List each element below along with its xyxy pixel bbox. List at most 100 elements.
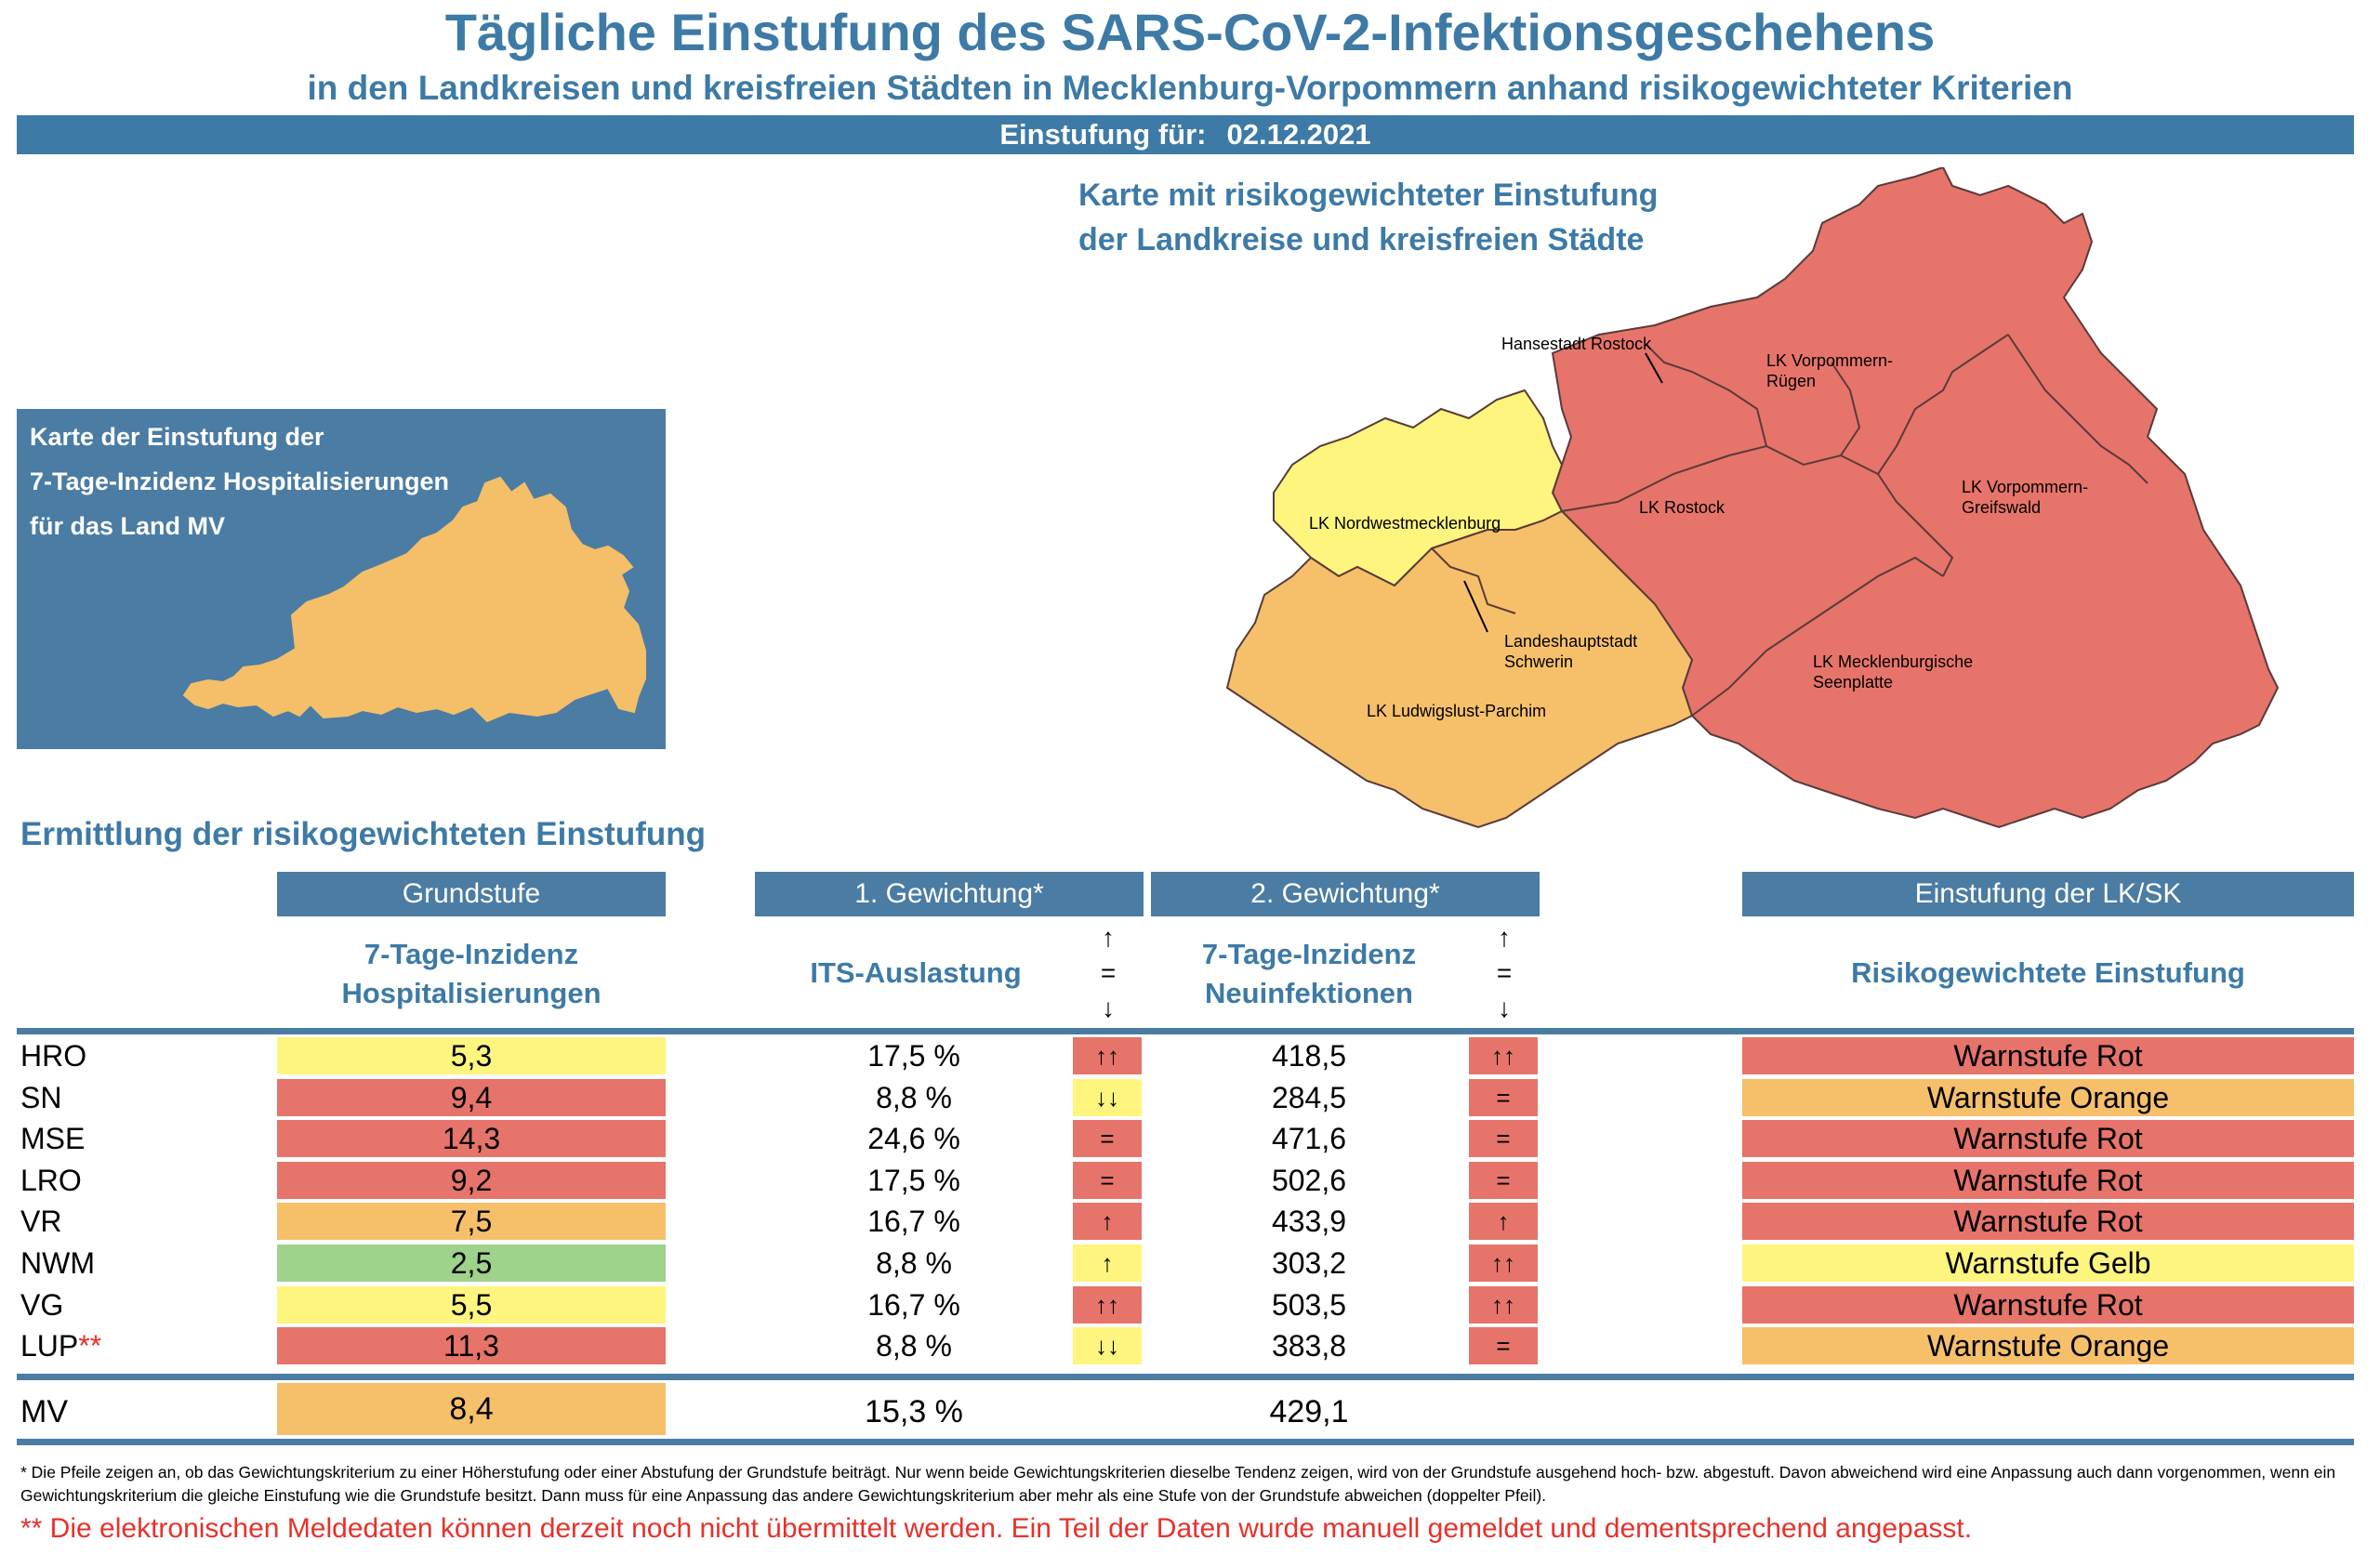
hosp-value-cell: 11,3 xyxy=(277,1327,666,1364)
data-notice: ** Die elektronischen Meldedaten können … xyxy=(20,1513,1973,1544)
hospitalization-map-caption: Karte der Einstufung der 7-Tage-Inzidenz… xyxy=(30,415,449,548)
hosp-value-cell: 2,5 xyxy=(277,1245,666,1282)
label-vg-1: LK Vorpommern- xyxy=(1962,478,2088,496)
its-value: 8,8 % xyxy=(876,1081,952,1114)
subheader-risk: Risikogewichtete Einstufung xyxy=(1851,956,2245,989)
footnote: * Die Pfeile zeigen an, ob das Gewichtun… xyxy=(20,1463,2336,1505)
row-label: SN xyxy=(20,1081,61,1115)
inz-value: 418,5 xyxy=(1271,1039,1347,1073)
date-bar: Einstufung für: 02.12.2021 xyxy=(17,115,2354,154)
label-sn-1: Landeshauptstadt xyxy=(1504,632,1637,651)
hosp-value-cell: 14,3 xyxy=(277,1120,666,1157)
its-value: 16,7 % xyxy=(867,1205,960,1238)
table-rule-middle xyxy=(17,1374,2354,1380)
its-value: 17,5 % xyxy=(867,1039,960,1073)
label-vg-2: Greifswald xyxy=(1962,498,2041,517)
hospitalization-map-panel: Karte der Einstufung der 7-Tage-Inzidenz… xyxy=(17,409,666,749)
hosp-value-cell: 5,3 xyxy=(277,1037,666,1074)
district-code: LUP xyxy=(20,1329,79,1363)
risk-level-cell: Warnstufe Orange xyxy=(1742,1327,2354,1364)
header-einstufung: Einstufung der LK/SK xyxy=(1742,872,2354,916)
subheader-hospitalisierung: 7-Tage-Inzidenz Hospitalisierungen xyxy=(277,935,666,1013)
its-trend-cell: ↑↑ xyxy=(1073,1037,1142,1074)
inz-trend-cell: = xyxy=(1469,1162,1538,1199)
inz-value: 471,6 xyxy=(1271,1122,1347,1155)
district-code: NWM xyxy=(20,1246,95,1280)
district-code: VR xyxy=(20,1205,62,1238)
inz-trend-cell: ↑↑ xyxy=(1469,1245,1538,1282)
district-code: HRO xyxy=(20,1039,87,1073)
subheader-inz-line-2: Neuinfektionen xyxy=(1205,977,1413,1009)
equal-icon: = xyxy=(1496,958,1513,987)
district-code: SN xyxy=(20,1081,62,1114)
table-rule-top xyxy=(17,1028,2354,1034)
its-trend-cell: = xyxy=(1073,1162,1142,1199)
subheader-hosp-line-2: Hospitalisierungen xyxy=(341,977,602,1009)
its-trend-cell: = xyxy=(1073,1120,1142,1157)
label-mse-2: Seenplatte xyxy=(1813,673,1893,691)
header-gewichtung-1: 1. Gewichtung* xyxy=(755,872,1144,916)
district-code: VG xyxy=(20,1288,64,1322)
subheader-hosp-line-1: 7-Tage-Inzidenz xyxy=(364,938,579,970)
its-value: 8,8 % xyxy=(876,1329,952,1363)
risk-level-cell: Warnstufe Rot xyxy=(1742,1203,2354,1240)
risk-level-cell: Warnstufe Rot xyxy=(1742,1037,2354,1074)
region-lup xyxy=(1225,509,1694,829)
label-nwm: LK Nordwestmecklenburg xyxy=(1309,514,1501,533)
its-trend-cell: ↑ xyxy=(1073,1203,1142,1240)
caption-line-1: Karte der Einstufung der xyxy=(30,423,324,451)
its-value: 24,6 % xyxy=(867,1122,960,1155)
page-title: Tägliche Einstufung des SARS-CoV-2-Infek… xyxy=(444,3,1936,61)
caption-line-2: 7-Tage-Inzidenz Hospitalisierungen xyxy=(30,468,450,495)
total-hosp-value: 8,4 xyxy=(277,1383,666,1435)
risk-level-cell: Warnstufe Rot xyxy=(1742,1120,2354,1157)
risk-level-cell: Warnstufe Rot xyxy=(1742,1286,2354,1324)
its-trend-cell: ↓↓ xyxy=(1073,1327,1142,1364)
legend-arrows-2: ↑ = ↓ xyxy=(1486,920,1523,1026)
inz-trend-cell: = xyxy=(1469,1327,1538,1364)
row-label: VR xyxy=(20,1205,61,1239)
risk-map-title-line-2: der Landkreise und kreisfreien Städte xyxy=(1078,222,1645,257)
label-vr-2: Rügen xyxy=(1766,372,1816,390)
risk-district-map: Hansestadt Rostock LK Vorpommern- Rügen … xyxy=(1225,167,2280,829)
inz-trend-cell: = xyxy=(1469,1079,1538,1116)
label-vr-1: LK Vorpommern- xyxy=(1766,351,1893,370)
its-trend-cell: ↓↓ xyxy=(1073,1079,1142,1116)
inz-value: 284,5 xyxy=(1271,1081,1347,1114)
district-code: LRO xyxy=(20,1164,82,1197)
section-title: Ermittlung der risikogewichteten Einstuf… xyxy=(20,816,706,852)
hosp-value-cell: 9,4 xyxy=(277,1079,666,1116)
row-label: LUP** xyxy=(20,1329,101,1363)
equal-icon: = xyxy=(1100,958,1117,987)
label-sn-2: Schwerin xyxy=(1504,652,1573,671)
inz-value: 303,2 xyxy=(1271,1246,1347,1280)
row-label: HRO xyxy=(20,1039,86,1073)
label-lup: LK Ludwigslust-Parchim xyxy=(1367,702,1546,720)
district-code: MSE xyxy=(20,1122,86,1155)
its-trend-cell: ↑↑ xyxy=(1073,1286,1142,1324)
page-subtitle: in den Landkreisen und kreisfreien Städt… xyxy=(307,69,2073,107)
row-label: VG xyxy=(20,1288,63,1323)
inz-trend-cell: ↑↑ xyxy=(1469,1037,1538,1074)
inz-value: 502,6 xyxy=(1271,1164,1347,1197)
hosp-value-cell: 5,5 xyxy=(277,1286,666,1324)
inz-value: 383,8 xyxy=(1271,1329,1347,1363)
row-label: NWM xyxy=(20,1246,95,1281)
caption-line-3: für das Land MV xyxy=(30,512,226,540)
risk-map-title-line-1: Karte mit risikogewichteter Einstufung xyxy=(1078,178,1659,213)
inz-trend-cell: = xyxy=(1469,1120,1538,1157)
down-arrow-icon: ↓ xyxy=(1102,994,1115,1022)
data-marker: ** xyxy=(78,1329,102,1363)
date-value: 02.12.2021 xyxy=(1226,118,1371,151)
total-inz-value: 429,1 xyxy=(1269,1394,1349,1429)
subheader-its: ITS-Auslastung xyxy=(810,956,1022,989)
up-arrow-icon: ↑ xyxy=(1102,923,1115,952)
label-lro: LK Rostock xyxy=(1639,498,1726,517)
subheader-inz-line-1: 7-Tage-Inzidenz xyxy=(1201,938,1417,970)
risk-level-cell: Warnstufe Gelb xyxy=(1742,1245,2354,1282)
mv-state-map xyxy=(182,476,646,723)
down-arrow-icon: ↓ xyxy=(1498,994,1511,1022)
risk-map-title: Karte mit risikogewichteter Einstufung d… xyxy=(1078,173,1658,262)
risk-level-cell: Warnstufe Orange xyxy=(1742,1079,2354,1116)
risk-level-cell: Warnstufe Rot xyxy=(1742,1162,2354,1199)
